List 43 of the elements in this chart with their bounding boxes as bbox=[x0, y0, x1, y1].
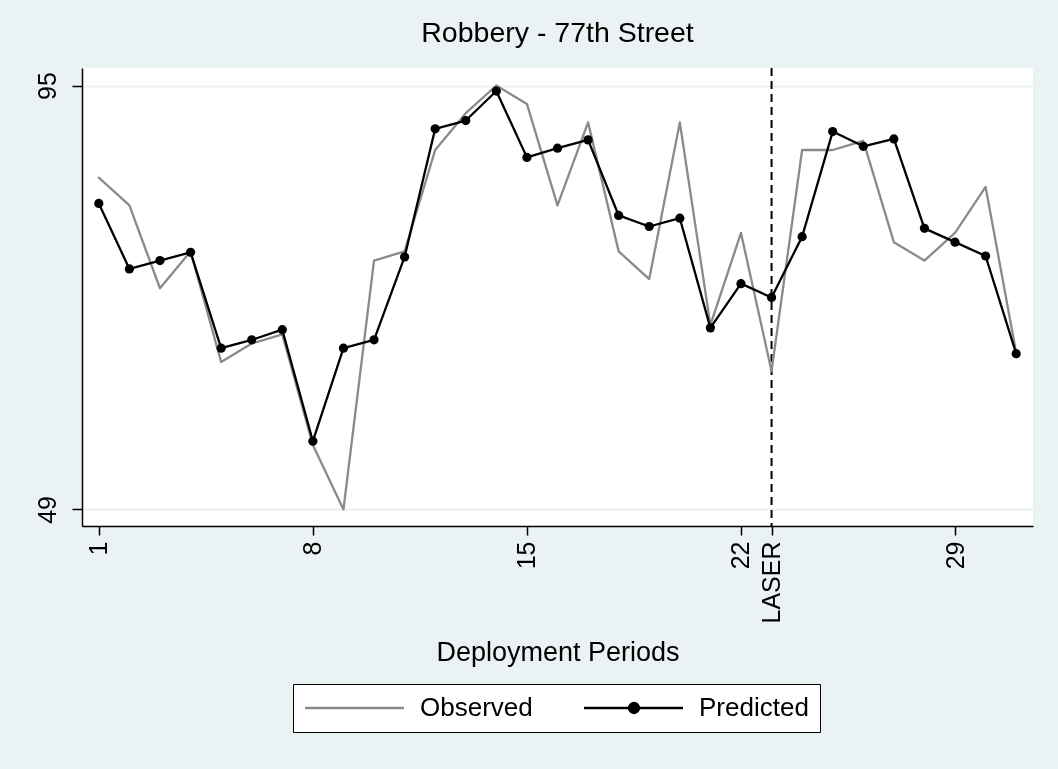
chart-title: Robbery - 77th Street bbox=[421, 15, 694, 48]
point bbox=[338, 343, 349, 353]
point bbox=[400, 252, 410, 262]
point bbox=[736, 279, 746, 289]
point bbox=[522, 152, 532, 162]
point bbox=[614, 210, 624, 221]
x-tick-label: 1 bbox=[84, 541, 113, 556]
point bbox=[675, 213, 685, 223]
x-tick-label: 29 bbox=[940, 541, 969, 570]
point bbox=[766, 292, 777, 303]
point bbox=[369, 335, 379, 345]
y-tick-label: 95 bbox=[32, 72, 61, 100]
point bbox=[247, 335, 257, 345]
legend-label: Observed bbox=[420, 692, 533, 722]
x-tick-label: LASER bbox=[757, 541, 786, 624]
point bbox=[797, 232, 807, 242]
point bbox=[155, 256, 165, 266]
x-tick-label: 8 bbox=[298, 541, 327, 556]
point bbox=[430, 124, 440, 134]
x-tick-label: 15 bbox=[512, 541, 541, 570]
y-tick-label: 49 bbox=[32, 496, 61, 524]
point bbox=[277, 325, 287, 335]
point bbox=[124, 264, 135, 274]
point bbox=[919, 223, 930, 233]
point bbox=[308, 436, 318, 446]
point bbox=[858, 141, 868, 151]
x-tick-label: 22 bbox=[726, 541, 755, 570]
point bbox=[705, 323, 715, 333]
point bbox=[491, 86, 501, 96]
x-axis-title: Deployment Periods bbox=[436, 637, 680, 668]
point bbox=[889, 134, 899, 144]
point bbox=[644, 221, 654, 232]
point bbox=[828, 126, 838, 137]
point bbox=[583, 135, 593, 145]
point bbox=[1011, 349, 1021, 359]
legend-label: Predicted bbox=[699, 692, 809, 722]
point bbox=[185, 247, 196, 257]
point bbox=[216, 343, 226, 353]
point bbox=[94, 198, 104, 209]
point bbox=[461, 115, 471, 126]
point bbox=[950, 237, 960, 247]
point bbox=[980, 251, 991, 261]
point bbox=[552, 143, 563, 153]
